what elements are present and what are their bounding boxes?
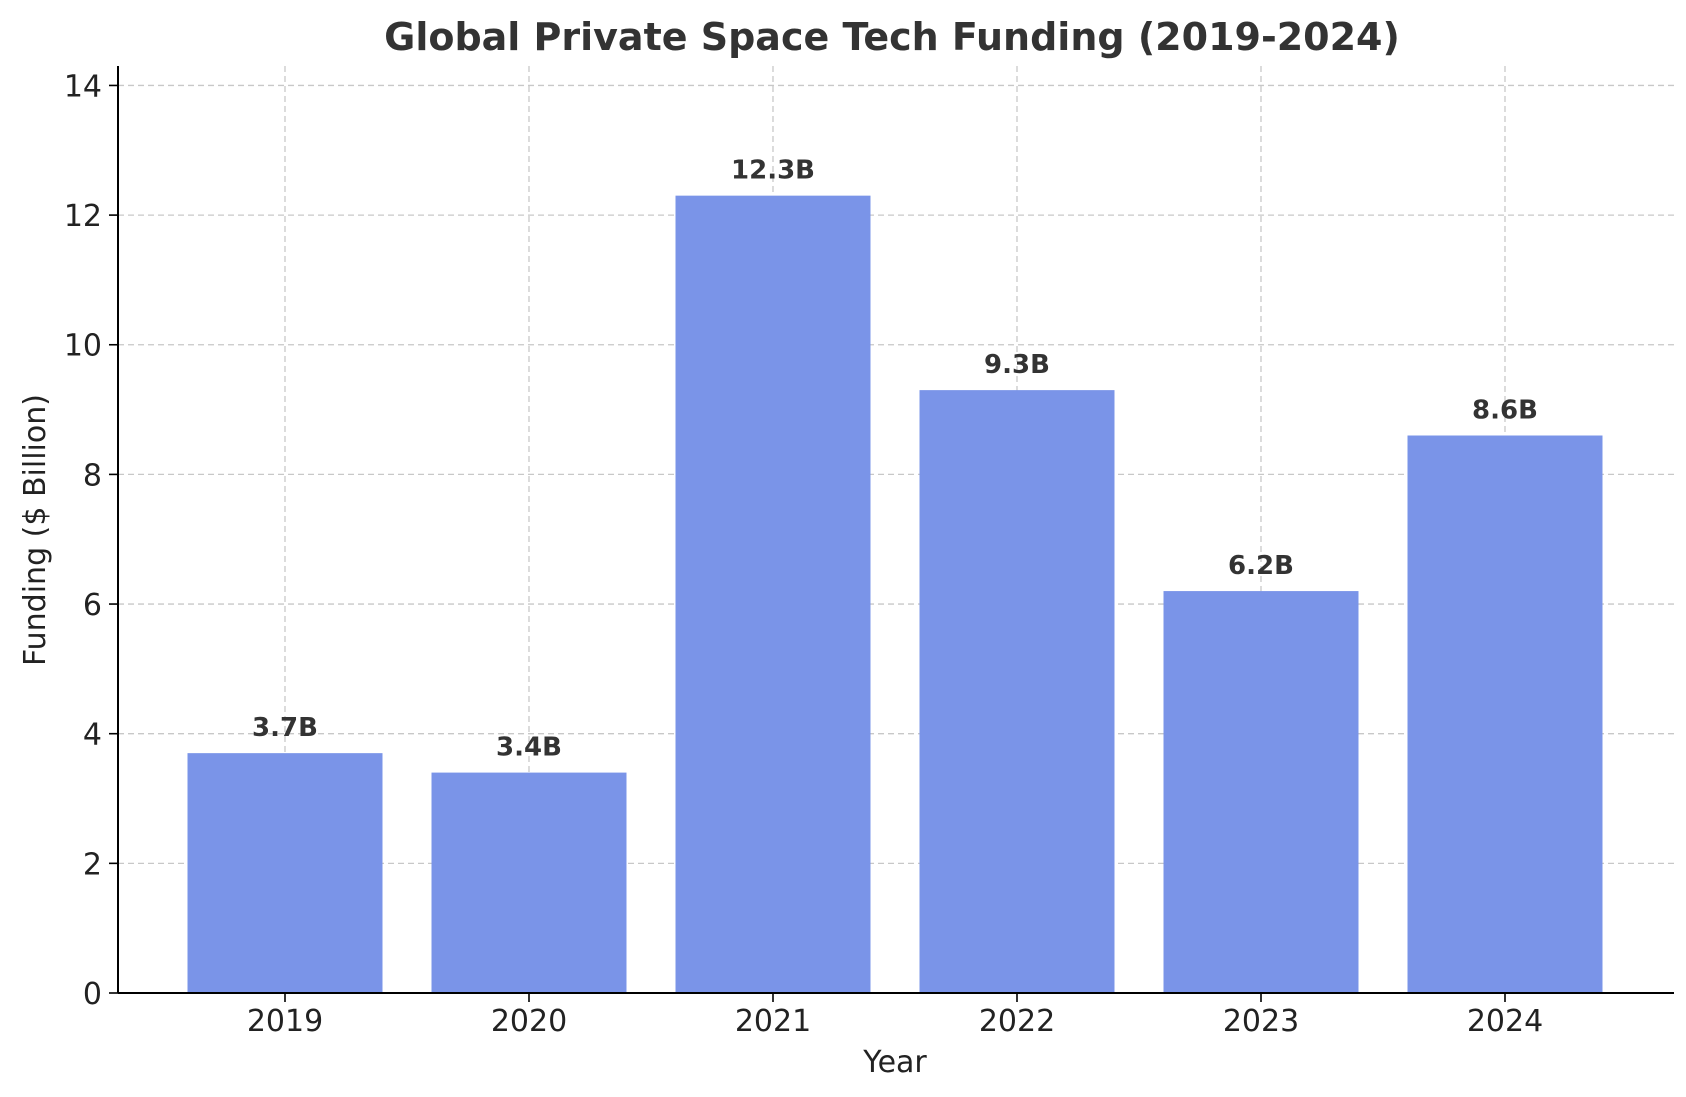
y-tick-label: 0 xyxy=(83,977,102,1012)
y-tick-label: 6 xyxy=(83,588,102,623)
y-tick-label: 14 xyxy=(64,69,102,104)
bar-layer xyxy=(187,195,1603,994)
data-label-2020: 3.4B xyxy=(496,733,562,763)
axis-layer: 0 2 4 6 8 10 12 14 2019 2020 2021 2022 2023 2024 xyxy=(64,66,1674,1039)
x-tick-label-2024: 2024 xyxy=(1467,1004,1543,1039)
x-tick-label-2021: 2021 xyxy=(735,1004,811,1039)
y-tick-label: 10 xyxy=(64,329,102,364)
data-label-layer: 3.7B 3.4B 12.3B 9.3B 6.2B 8.6B xyxy=(252,156,1538,763)
data-label-2024: 8.6B xyxy=(1472,396,1538,426)
bar-2024 xyxy=(1407,435,1603,993)
y-tick-label: 12 xyxy=(64,199,102,234)
bar-2023 xyxy=(1163,591,1359,993)
x-tick-label-2019: 2019 xyxy=(247,1004,323,1039)
chart-title: Global Private Space Tech Funding (2019-… xyxy=(384,15,1400,59)
x-tick-label-2020: 2020 xyxy=(491,1004,567,1039)
data-label-2019: 3.7B xyxy=(252,713,318,743)
bar-2021 xyxy=(675,195,871,994)
bar-2022 xyxy=(919,390,1115,994)
x-tick-label-2022: 2022 xyxy=(979,1004,1055,1039)
y-axis-label: Funding ($ Billion) xyxy=(18,394,53,666)
data-label-2023: 6.2B xyxy=(1228,551,1294,581)
y-tick-label: 4 xyxy=(83,718,102,753)
data-label-2022: 9.3B xyxy=(984,350,1050,380)
y-tick-label: 2 xyxy=(83,847,102,882)
bar-2019 xyxy=(187,753,383,993)
y-tick-label: 8 xyxy=(83,458,102,493)
x-tick-label-2023: 2023 xyxy=(1223,1004,1299,1039)
data-label-2021: 12.3B xyxy=(731,156,815,186)
x-axis-label: Year xyxy=(862,1045,927,1080)
bar-2020 xyxy=(431,772,627,993)
